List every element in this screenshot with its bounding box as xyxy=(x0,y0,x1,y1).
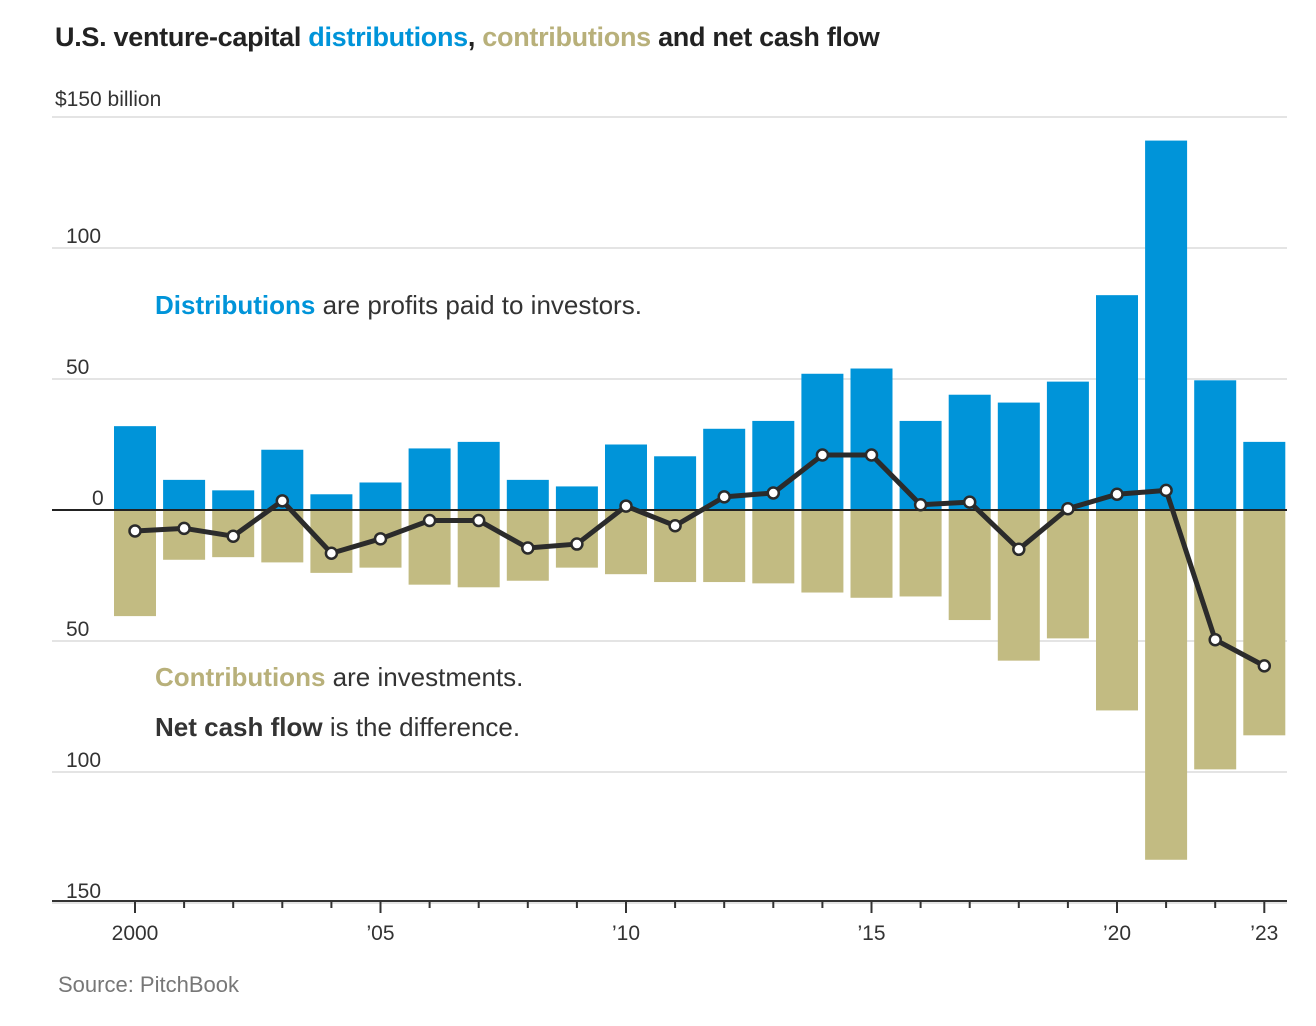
contributions-note-key: Contributions xyxy=(155,662,326,692)
contribution-bar xyxy=(752,510,795,584)
distribution-bar xyxy=(163,479,206,510)
distributions-note: Distributions are profits paid to invest… xyxy=(155,290,642,321)
contribution-bar xyxy=(1145,510,1188,860)
distribution-bar xyxy=(1243,441,1286,510)
y-tick-label: 50 xyxy=(66,618,89,641)
net-cash-flow-point xyxy=(275,494,290,508)
x-tick-label: ’05 xyxy=(366,922,394,945)
net-cash-flow-note-key: Net cash flow xyxy=(155,712,323,742)
x-tick-label: ’15 xyxy=(857,922,885,945)
contribution-bar xyxy=(1243,510,1286,736)
distribution-bar xyxy=(506,479,549,510)
net-cash-flow-path xyxy=(132,452,1267,669)
net-cash-flow-point xyxy=(471,513,486,528)
contribution-bar xyxy=(703,510,746,583)
title-separator: , xyxy=(467,22,483,52)
x-tick-label: 2000 xyxy=(112,922,159,945)
contribution-bar xyxy=(605,510,647,575)
net-cash-flow-point xyxy=(766,486,781,500)
net-cash-flow-point xyxy=(1208,632,1222,647)
distribution-bar xyxy=(212,490,255,510)
net-cash-flow-point xyxy=(521,541,535,555)
x-tick-label: ’10 xyxy=(612,922,640,945)
y-axis-ticks: 100 50 0 50 100 150 xyxy=(66,225,104,903)
net-cash-flow-point xyxy=(1257,659,1272,673)
y-tick-label: 0 xyxy=(92,487,104,510)
distribution-bar xyxy=(1194,380,1237,510)
net-cash-flow-point xyxy=(668,518,682,533)
distribution-bar xyxy=(1145,140,1188,510)
net-cash-flow-point xyxy=(619,499,633,513)
distribution-bar xyxy=(457,441,500,510)
net-cash-flow-point xyxy=(324,546,339,560)
distribution-bar xyxy=(605,444,647,510)
net-cash-flow-line xyxy=(128,448,1272,673)
contributions-note-text: are investments. xyxy=(325,662,524,692)
net-cash-flow-point xyxy=(717,490,731,504)
net-cash-flow-point xyxy=(226,529,240,543)
net-cash-flow-point xyxy=(570,537,584,551)
contribution-bar xyxy=(948,510,991,621)
contribution-bar xyxy=(801,510,844,593)
contribution-bars xyxy=(114,510,1286,860)
distribution-bar xyxy=(654,456,697,510)
distribution-bar xyxy=(359,482,402,510)
distributions-note-key: Distributions xyxy=(155,290,316,320)
distribution-bar xyxy=(555,486,598,510)
net-cash-flow-point xyxy=(962,495,977,509)
net-cash-flow-point xyxy=(177,521,191,536)
contribution-bar xyxy=(1046,510,1089,639)
contribution-bar xyxy=(850,510,893,598)
distribution-bars xyxy=(114,140,1286,510)
contribution-bar xyxy=(1096,510,1138,711)
contribution-bar xyxy=(899,510,942,597)
x-axis: 2000 ’05 ’10 ’15 ’20 ’23 xyxy=(52,900,1287,945)
net-cash-flow-point xyxy=(1061,501,1075,516)
distribution-bar xyxy=(1046,381,1089,510)
x-tick-label: ’20 xyxy=(1103,922,1131,945)
distribution-bar xyxy=(850,368,893,510)
title-prefix: U.S. venture-capital xyxy=(55,22,309,52)
distribution-bar xyxy=(408,448,451,510)
distribution-bar xyxy=(114,426,156,510)
source-note: Source: PitchBook xyxy=(58,972,239,997)
title-suffix: and net cash flow xyxy=(650,22,880,52)
contributions-note: Contributions are investments. xyxy=(155,662,523,693)
net-cash-flow-point xyxy=(128,524,142,538)
x-tick-label: ’23 xyxy=(1250,922,1278,945)
contribution-bar xyxy=(310,510,353,573)
net-cash-flow-point xyxy=(1012,542,1026,557)
y-tick-label: 50 xyxy=(66,356,89,379)
net-cash-flow-point xyxy=(864,448,879,462)
net-cash-flow-note: Net cash flow is the difference. xyxy=(155,712,520,743)
chart-title: U.S. venture-capital distributions, cont… xyxy=(55,22,880,53)
distributions-note-text: are profits paid to investors. xyxy=(315,290,642,320)
title-contributions: contributions xyxy=(482,22,651,52)
title-distributions: distributions xyxy=(308,22,468,52)
distribution-bar xyxy=(899,420,942,510)
net-cash-flow-point xyxy=(422,513,437,528)
y-axis-unit-label: $150 billion xyxy=(55,88,162,111)
grid-lines xyxy=(52,116,1287,904)
net-cash-flow-point xyxy=(1159,483,1173,498)
net-cash-flow-point xyxy=(373,532,388,546)
y-tick-label: 100 xyxy=(66,749,101,772)
y-tick-label: 100 xyxy=(66,225,101,248)
distribution-bar xyxy=(801,373,844,510)
net-cash-flow-note-text: is the difference. xyxy=(322,712,521,742)
net-cash-flow-point xyxy=(815,448,830,462)
distribution-bar xyxy=(997,402,1040,510)
distribution-bar xyxy=(1096,295,1138,510)
net-cash-flow-point xyxy=(913,498,928,512)
net-cash-flow-point xyxy=(1110,487,1124,502)
distribution-bar xyxy=(948,394,991,510)
y-tick-label: 150 xyxy=(66,880,101,903)
distribution-bar xyxy=(310,494,353,510)
